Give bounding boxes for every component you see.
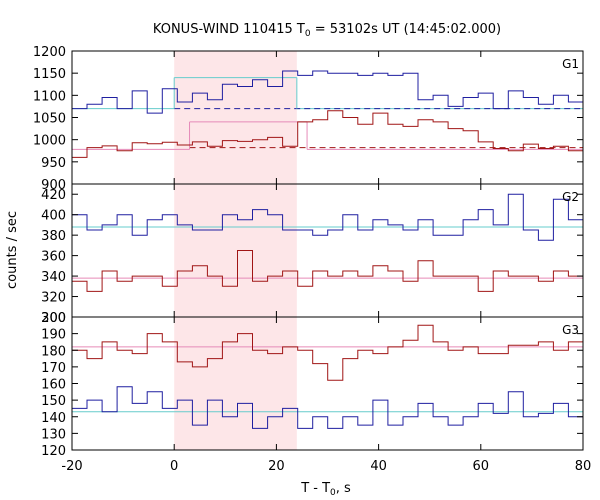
y-tick-label-g2: 300 bbox=[41, 311, 66, 326]
x-tick-label: 20 bbox=[268, 459, 285, 474]
y-tick-label-g1: 1200 bbox=[33, 45, 66, 60]
highlight-band bbox=[174, 51, 297, 450]
y-tick-label-g3: 140 bbox=[41, 411, 66, 426]
panel-g1 bbox=[72, 70, 583, 158]
x-tick-label: 60 bbox=[473, 459, 490, 474]
series-g3-red bbox=[72, 324, 583, 381]
y-tick-label-g3: 200 bbox=[41, 311, 66, 326]
y-tick-label-g3: 120 bbox=[41, 444, 66, 459]
y-tick-label-g2: 420 bbox=[41, 188, 66, 203]
y-tick-label-g3: 170 bbox=[41, 361, 66, 376]
burst-interval-highlight bbox=[174, 51, 297, 450]
y-tick-label-g2: 360 bbox=[41, 250, 66, 265]
y-tick-label-g1: 1050 bbox=[33, 112, 66, 127]
y-tick-label-g1: 900 bbox=[41, 178, 66, 193]
series-g1-blue bbox=[72, 70, 583, 114]
y-tick-label-g2: 400 bbox=[41, 209, 66, 224]
panel-g2 bbox=[72, 193, 583, 292]
y-tick-label-g3: 190 bbox=[41, 328, 66, 343]
y-tick-label-g1: 1150 bbox=[33, 67, 66, 82]
y-tick-label-g1: 950 bbox=[41, 156, 66, 171]
panel-g3 bbox=[72, 324, 583, 429]
series-g2-blue bbox=[72, 193, 583, 241]
series-g3-blue bbox=[72, 386, 583, 429]
x-tick-label: 80 bbox=[575, 459, 592, 474]
x-tick-label: -20 bbox=[61, 459, 82, 474]
panel-label-g1: G1 bbox=[562, 57, 579, 71]
y-tick-label-g3: 180 bbox=[41, 344, 66, 359]
y-tick-label-g1: 1100 bbox=[33, 89, 66, 104]
y-axis-label: counts / sec bbox=[5, 211, 20, 289]
x-tick-label: 0 bbox=[170, 459, 178, 474]
y-tick-label-g2: 340 bbox=[41, 270, 66, 285]
y-tick-label-g2: 320 bbox=[41, 291, 66, 306]
series-g1-red bbox=[72, 110, 583, 158]
axis-ticks: 9009501000105011001150120030032034036038… bbox=[33, 45, 591, 474]
x-axis-label: T - T0, s bbox=[300, 481, 351, 498]
y-tick-label-g3: 150 bbox=[41, 394, 66, 409]
chart-title: KONUS-WIND 110415 T0 = 53102s UT (14:45:… bbox=[153, 22, 501, 39]
y-tick-label-g3: 130 bbox=[41, 427, 66, 442]
panel-label-g2: G2 bbox=[562, 190, 579, 204]
panel-label-g3: G3 bbox=[562, 323, 579, 337]
plot-area bbox=[72, 70, 583, 429]
x-tick-label: 40 bbox=[370, 459, 387, 474]
y-tick-label-g1: 1000 bbox=[33, 134, 66, 149]
y-tick-label-g2: 380 bbox=[41, 229, 66, 244]
series-g2-red bbox=[72, 250, 583, 292]
y-tick-label-g3: 160 bbox=[41, 378, 66, 393]
